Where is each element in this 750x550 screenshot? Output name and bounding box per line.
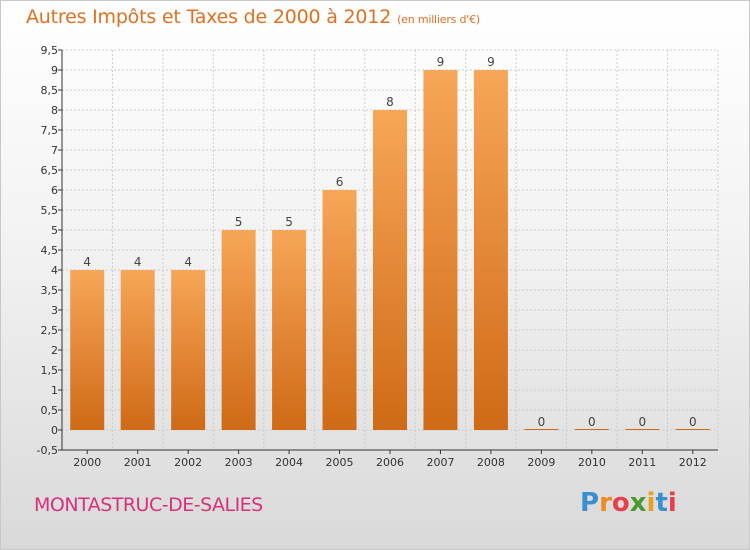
data-label: 0 [588, 415, 596, 429]
data-label: 5 [235, 215, 243, 229]
y-tick-label: 8,5 [41, 84, 59, 97]
y-tick-label: 0 [51, 424, 58, 437]
x-tick-label: 2005 [326, 456, 354, 469]
logo-letter: i [646, 488, 656, 518]
logo-letter: t [655, 488, 668, 518]
y-tick-label: 8 [51, 104, 58, 117]
bar [473, 70, 508, 430]
bar [171, 270, 206, 430]
data-label: 9 [437, 55, 445, 69]
y-tick-label: 2 [51, 344, 58, 357]
bar [322, 190, 357, 430]
x-tick-label: 2010 [578, 456, 606, 469]
data-label: 4 [184, 255, 192, 269]
x-tick-label: 2002 [174, 456, 202, 469]
x-tick-label: 2007 [426, 456, 454, 469]
chart-title-unit: (en milliers d'€) [397, 13, 480, 26]
y-tick-label: 6 [51, 184, 58, 197]
logo-letter: x [629, 488, 647, 518]
y-tick-label: 5,5 [41, 204, 59, 217]
bar [70, 270, 105, 430]
y-tick-label: 9,5 [41, 44, 59, 57]
proxiti-logo: Proxiti [580, 488, 677, 518]
y-tick-label: -0,5 [37, 444, 58, 457]
x-tick-label: 2006 [376, 456, 404, 469]
y-tick-label: 4 [51, 264, 58, 277]
town-name: MONTASTRUC-DE-SALIES [34, 494, 263, 516]
bar [675, 429, 710, 430]
data-label: 9 [487, 55, 495, 69]
logo-letter: P [580, 488, 600, 518]
bar [574, 429, 609, 430]
bar [423, 70, 458, 430]
bar [524, 429, 559, 430]
x-tick-label: 2012 [679, 456, 707, 469]
bar [272, 230, 307, 430]
chart-title: Autres Impôts et Taxes de 2000 à 2012 (en… [26, 6, 480, 28]
y-tick-label: 2,5 [41, 324, 59, 337]
data-label: 5 [285, 215, 293, 229]
bar [625, 429, 660, 430]
x-tick-label: 2011 [628, 456, 656, 469]
data-label: 0 [538, 415, 546, 429]
y-tick-label: 0,5 [41, 404, 59, 417]
y-tick-label: 3 [51, 304, 58, 317]
logo-letter: i [667, 488, 677, 518]
data-label: 6 [336, 175, 344, 189]
y-tick-label: 4,5 [41, 244, 59, 257]
axes: -0,5 0 0,5 1 1,5 2 2,5 3 3,5 4 4,5 5 5,5 6 6,5 7 7,5 8 8,5… [37, 44, 718, 457]
labels: 4 2000 4 2001 4 2002 5 2003 5 2004 6 2005 8 2006 9 2007… [73, 55, 707, 469]
y-tick-label: 7 [51, 144, 58, 157]
x-tick-label: 2009 [527, 456, 555, 469]
data-label: 4 [134, 255, 142, 269]
logo-letter: r [599, 488, 612, 518]
y-tick-label: 3,5 [41, 284, 59, 297]
y-tick-label: 5 [51, 224, 58, 237]
y-tick-label: 1 [51, 384, 58, 397]
data-label: 4 [83, 255, 91, 269]
x-tick-label: 2000 [73, 456, 101, 469]
data-label: 8 [386, 95, 394, 109]
bar [120, 270, 155, 430]
bars [70, 70, 710, 430]
data-label: 0 [638, 415, 646, 429]
chart-title-text: Autres Impôts et Taxes de 2000 à 2012 [26, 6, 392, 28]
bar [373, 110, 407, 430]
data-label: 0 [689, 415, 697, 429]
logo-letter: o [611, 488, 630, 518]
y-tick-label: 7,5 [41, 124, 59, 137]
x-tick-label: 2008 [477, 456, 505, 469]
y-tick-label: 6,5 [41, 164, 59, 177]
x-tick-label: 2001 [124, 456, 152, 469]
x-tick-label: 2003 [225, 456, 253, 469]
y-tick-label: 1,5 [41, 364, 59, 377]
bar [221, 230, 256, 430]
y-tick-label: 9 [51, 64, 58, 77]
x-tick-label: 2004 [275, 456, 303, 469]
